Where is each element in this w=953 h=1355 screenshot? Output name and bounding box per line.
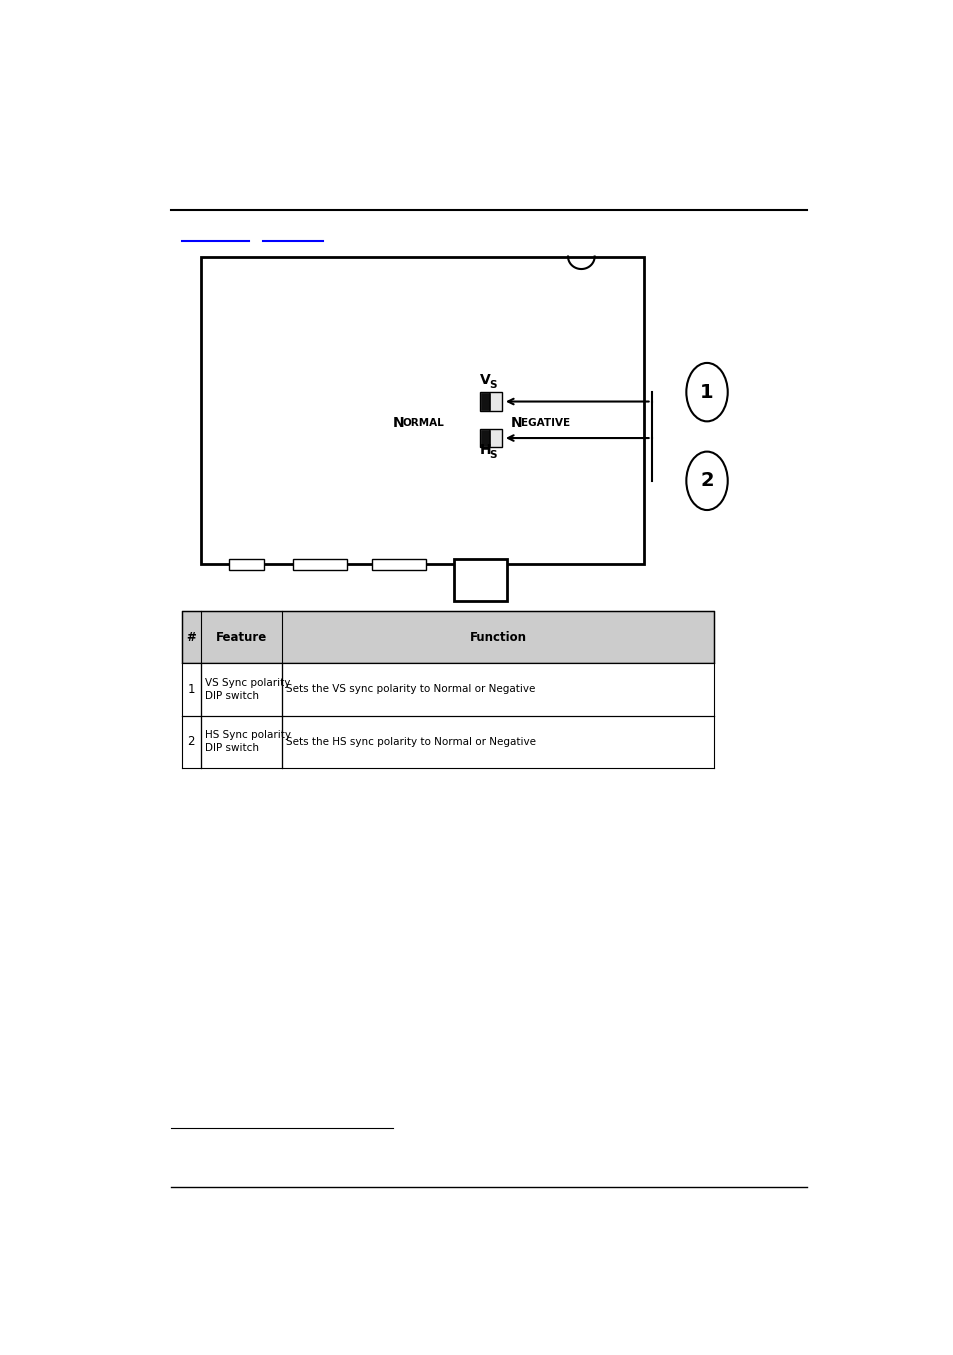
Circle shape xyxy=(685,451,727,509)
Text: VS Sync polarity
DIP switch: VS Sync polarity DIP switch xyxy=(205,678,290,701)
Text: V: V xyxy=(479,373,490,388)
Text: H: H xyxy=(479,443,491,457)
Bar xyxy=(480,430,490,446)
Bar xyxy=(182,611,714,664)
Bar xyxy=(229,560,264,569)
Text: S: S xyxy=(489,450,497,459)
Bar xyxy=(182,664,714,715)
Bar xyxy=(479,392,501,411)
Bar xyxy=(293,560,347,569)
Bar xyxy=(480,393,490,409)
Bar xyxy=(454,560,507,600)
Bar xyxy=(200,256,643,564)
Text: #: # xyxy=(186,631,196,644)
Text: 2: 2 xyxy=(188,736,194,748)
Text: 1: 1 xyxy=(188,683,194,696)
Circle shape xyxy=(685,363,727,421)
Text: Sets the HS sync polarity to Normal or Negative: Sets the HS sync polarity to Normal or N… xyxy=(286,737,536,747)
Text: Feature: Feature xyxy=(215,631,267,644)
Text: ORMAL: ORMAL xyxy=(402,419,444,428)
Text: N: N xyxy=(393,416,404,431)
Text: EGATIVE: EGATIVE xyxy=(520,419,569,428)
Bar xyxy=(372,560,426,569)
Text: Function: Function xyxy=(469,631,526,644)
Text: HS Sync polarity
DIP switch: HS Sync polarity DIP switch xyxy=(205,730,291,753)
Text: Sets the VS sync polarity to Normal or Negative: Sets the VS sync polarity to Normal or N… xyxy=(286,684,536,695)
Bar xyxy=(479,428,501,447)
Text: S: S xyxy=(488,379,496,390)
Bar xyxy=(182,715,714,768)
Text: 2: 2 xyxy=(700,472,713,491)
Text: N: N xyxy=(511,416,522,431)
Text: 1: 1 xyxy=(700,382,713,401)
